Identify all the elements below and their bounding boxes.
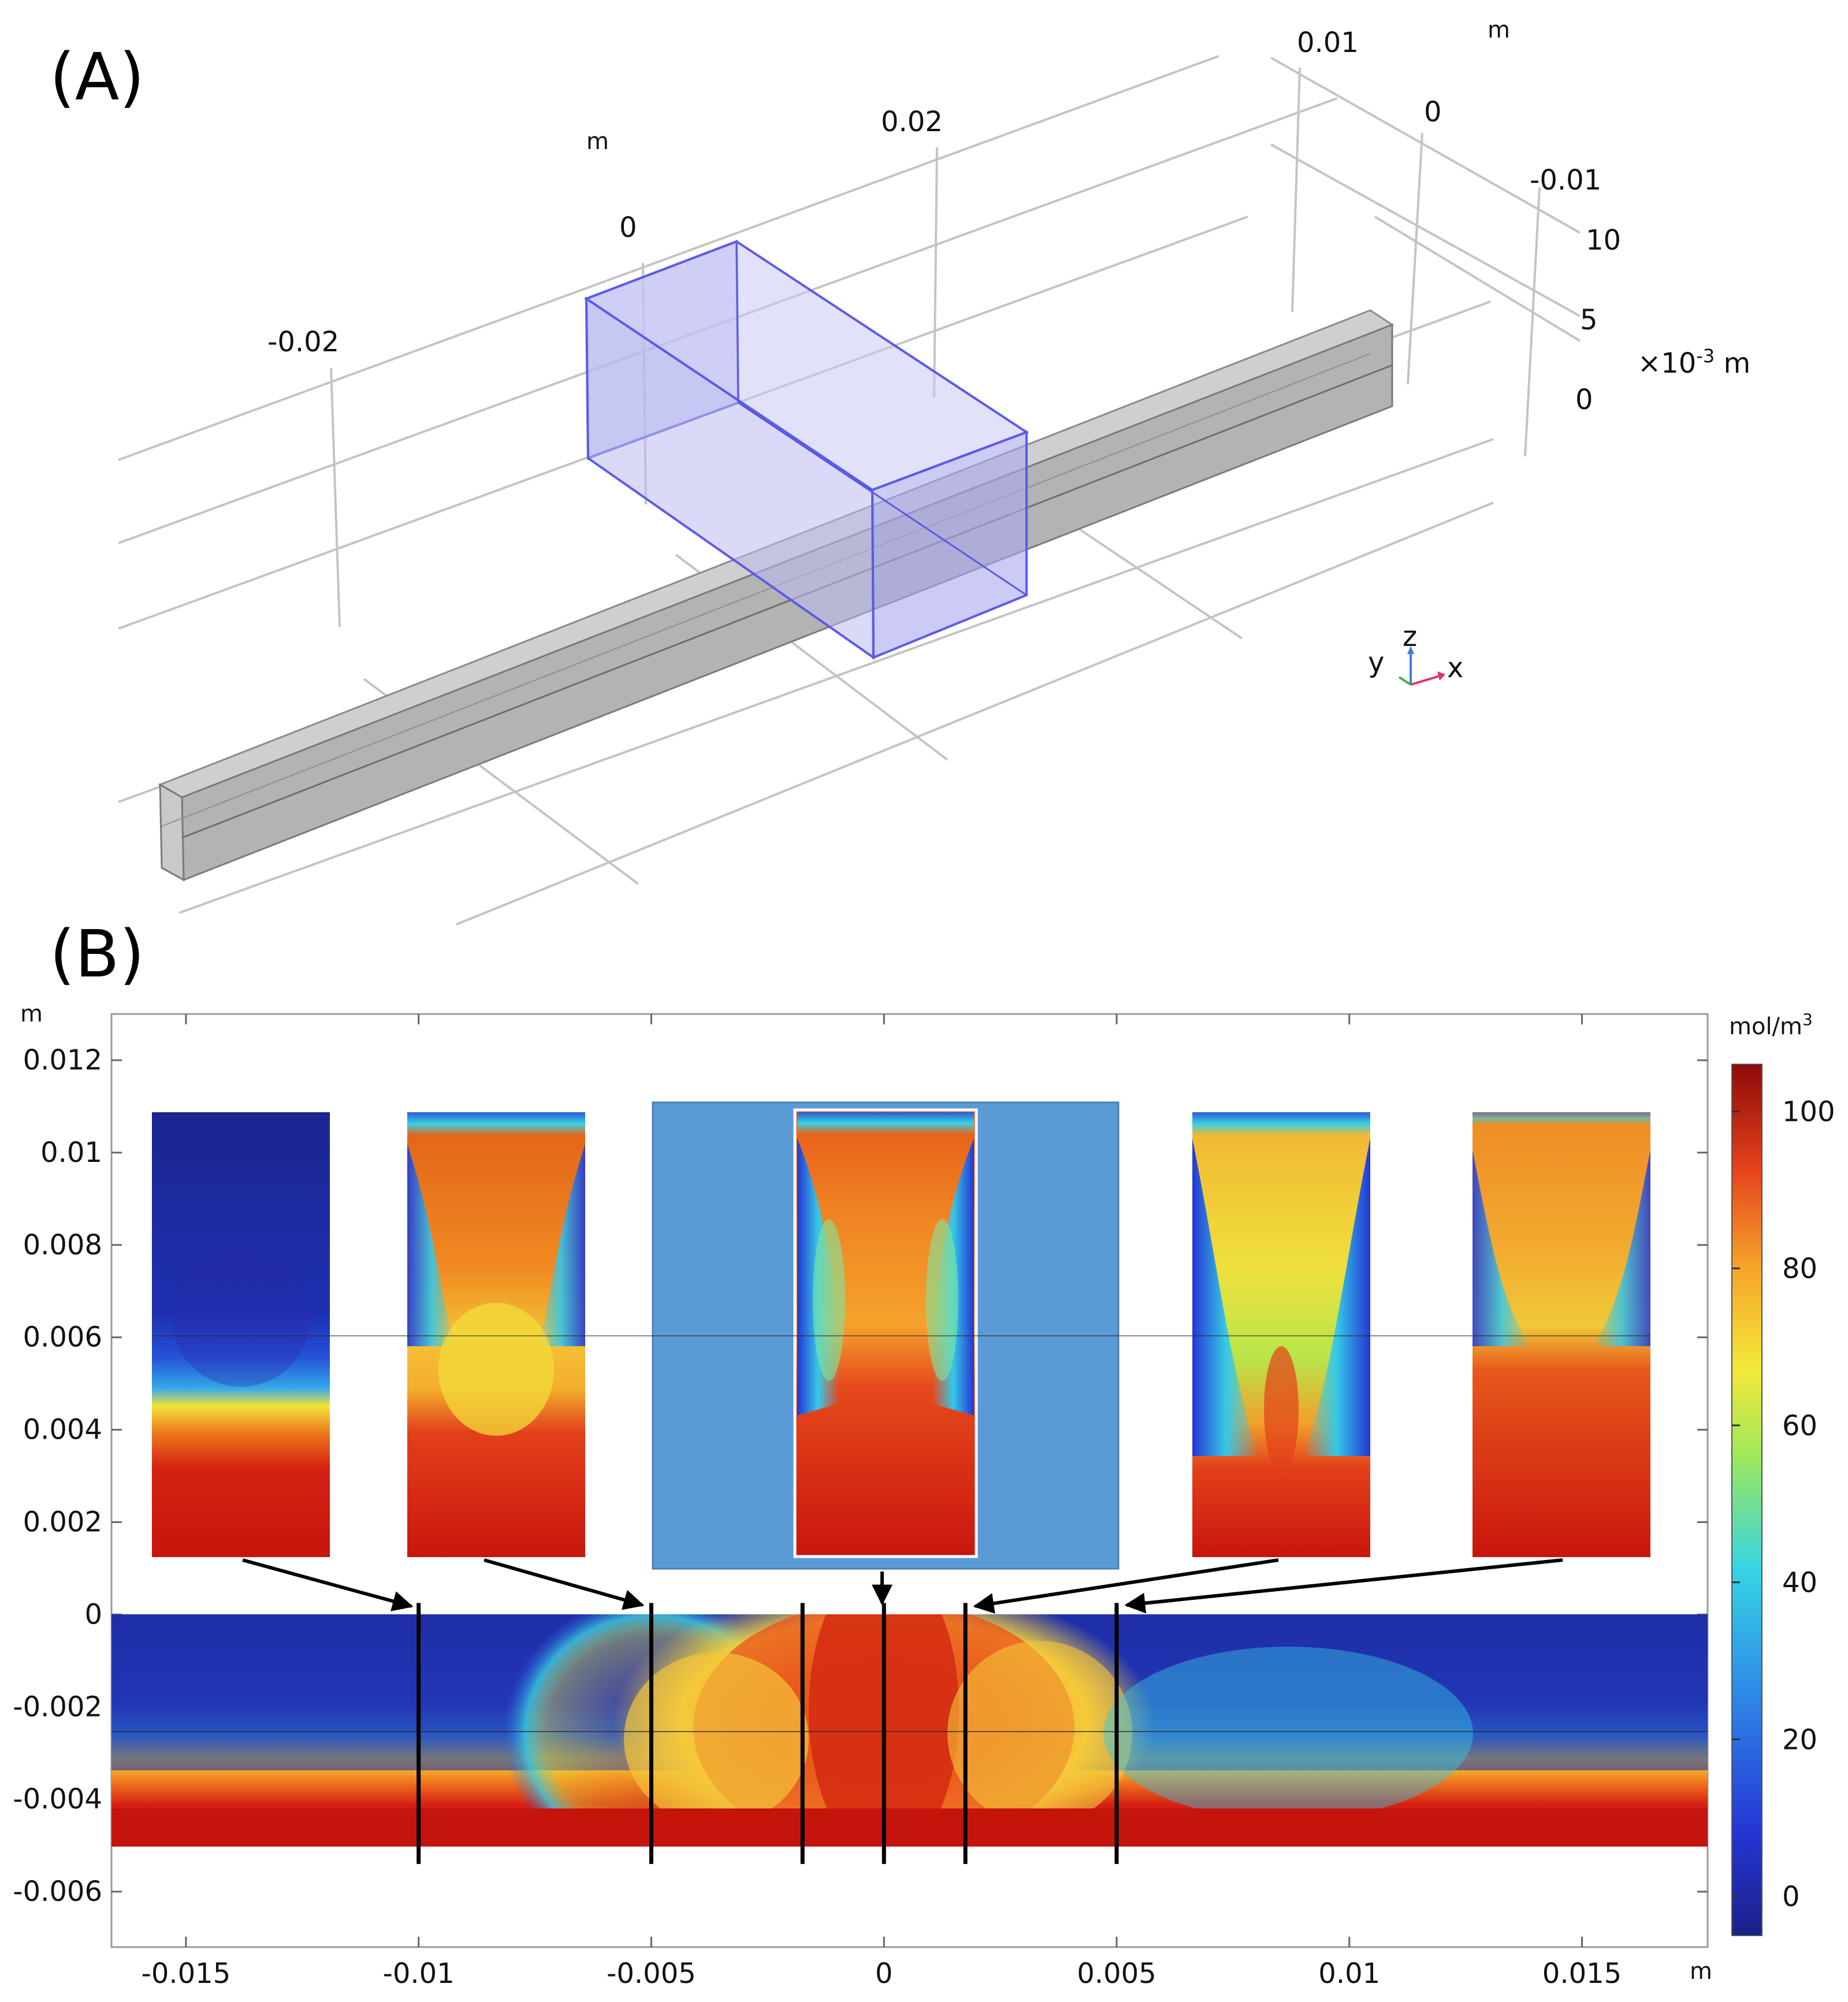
panel-a-z-tick-1: 10 (1586, 224, 1621, 257)
x-axis: -0.015 -0.01 -0.005 0 0.005 0.01 0.015 (142, 1014, 1622, 1990)
channel-section-heatmap (111, 1614, 1708, 1847)
colorbar-tick-label: 20 (1782, 1724, 1817, 1756)
x-tick-label: 0.005 (1077, 1958, 1156, 1990)
y-axis: 0.012 0.01 0.008 0.006 0.004 0.002 0 -0.002 -0.0… (13, 1044, 1708, 1908)
triad-z-label: z (1403, 621, 1417, 653)
y-tick-label: 0.01 (40, 1136, 102, 1169)
colorbar-tick-label: 80 (1782, 1253, 1817, 1285)
panel-a-z-tick-3: 0 (1575, 384, 1593, 416)
cut-lines (417, 1603, 1119, 1864)
panel-a-y-tick-3: -0.01 (1530, 164, 1601, 196)
panel-a-chamber-box (583, 240, 1029, 660)
axis-triad-icon: z x y (1368, 621, 1463, 686)
panel-a-x-tick-3: 0.02 (881, 106, 943, 138)
panel-a-z-unit: ×10-3 m (1638, 345, 1750, 380)
panel-a-label: (A) (50, 40, 144, 115)
x-axis-unit: m (1690, 1958, 1712, 1985)
panel-a-y-unit: m (1488, 17, 1510, 43)
y-tick-label: 0.012 (23, 1044, 102, 1076)
x-tick-label: -0.005 (607, 1958, 696, 1990)
inset-cross-section-3 (793, 1108, 978, 1558)
panel-a-y-tick-1: 0.01 (1297, 27, 1359, 59)
arrows (242, 1558, 1563, 1614)
y-axis-unit: m (20, 1001, 43, 1027)
colorbar-tick-label: 40 (1782, 1567, 1817, 1599)
x-tick-label: -0.015 (142, 1958, 231, 1990)
x-tick-label: 0.015 (1542, 1958, 1622, 1990)
triad-y-label: y (1368, 647, 1384, 679)
x-tick-label: 0.01 (1318, 1958, 1380, 1990)
y-tick-label: 0.002 (23, 1506, 102, 1538)
colorbar: mol/m3 100 80 60 40 20 0 (1729, 1010, 1835, 1936)
panel-a-z-tick-2: 5 (1580, 304, 1598, 336)
colorbar-unit: mol/m3 (1729, 1010, 1813, 1040)
inset-cross-section-4 (1192, 1112, 1370, 1557)
y-tick-label: 0 (84, 1598, 102, 1630)
y-tick-label: -0.002 (13, 1691, 102, 1723)
panel-a-x-unit: m (586, 128, 609, 155)
inset-cross-section-1 (152, 1112, 330, 1557)
x-tick-label: 0 (875, 1958, 893, 1990)
inset-cross-section-5 (1473, 1112, 1650, 1557)
panel-a-y-tick-2: 0 (1424, 96, 1442, 128)
panel-b-label: (B) (50, 917, 144, 992)
panel-a-x-tick-1: -0.02 (267, 326, 339, 358)
colorbar-tick-label: 60 (1782, 1410, 1817, 1442)
y-tick-label: 0.004 (23, 1414, 102, 1446)
triad-x-label: x (1447, 652, 1463, 684)
y-tick-label: 0.008 (23, 1229, 102, 1261)
y-tick-label: -0.006 (13, 1875, 102, 1908)
x-tick-label: -0.01 (383, 1958, 455, 1990)
y-tick-label: 0.006 (23, 1321, 102, 1354)
inset-cross-section-2 (407, 1112, 585, 1557)
colorbar-tick-label: 100 (1782, 1096, 1835, 1128)
colorbar-tick-label: 0 (1782, 1881, 1800, 1913)
panel-a-x-tick-2: 0 (619, 211, 637, 244)
y-tick-label: -0.004 (13, 1783, 102, 1815)
